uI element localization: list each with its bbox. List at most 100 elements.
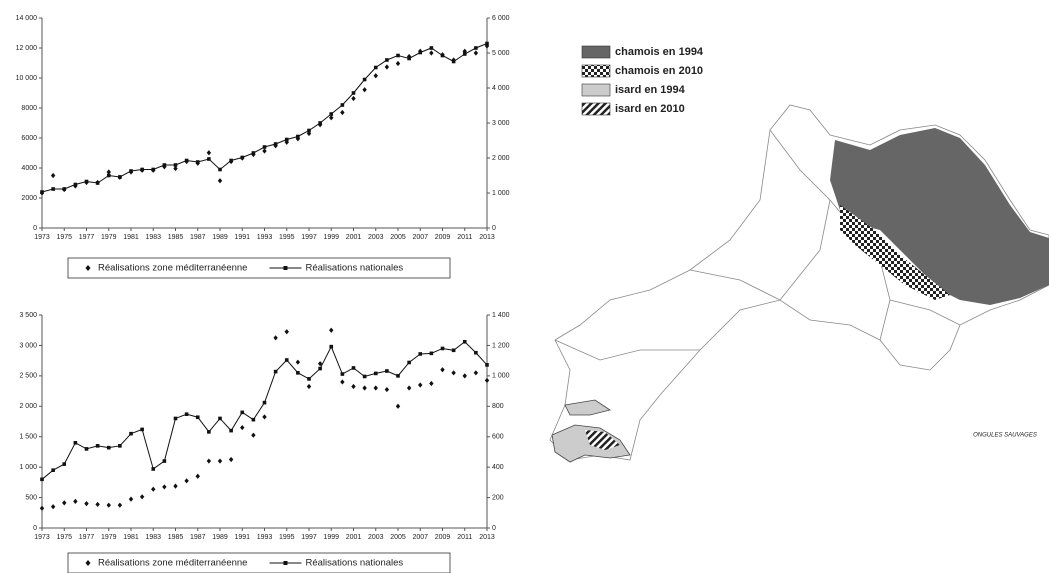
point — [351, 91, 356, 95]
point — [462, 373, 467, 379]
legend-label: chamois en 1994 — [615, 46, 704, 58]
point — [362, 385, 367, 391]
point — [173, 416, 178, 421]
x-tick-label: 1975 — [56, 534, 72, 541]
x-tick-label: 1973 — [34, 534, 50, 541]
legend-marker — [85, 560, 91, 566]
map — [549, 104, 1049, 463]
y-tick-label: 3 500 — [19, 312, 37, 319]
legend-label: isard en 1994 — [615, 84, 686, 96]
point — [474, 46, 478, 50]
point — [117, 502, 123, 508]
point — [406, 385, 412, 391]
legend-label: chamois en 2010 — [615, 65, 703, 77]
point — [396, 53, 400, 58]
point — [218, 167, 222, 172]
point — [206, 150, 212, 156]
y2-tick-label: 200 — [492, 494, 504, 501]
point — [362, 87, 367, 93]
point — [95, 181, 100, 185]
point — [51, 468, 55, 472]
legend-marker — [283, 561, 288, 565]
point — [106, 502, 111, 508]
legend-label: isard en 2010 — [615, 103, 685, 115]
point — [273, 335, 278, 341]
point — [40, 190, 44, 194]
y2-tick-label: 1 000 — [492, 373, 510, 380]
point — [306, 383, 312, 390]
point — [106, 169, 111, 175]
point — [62, 462, 67, 466]
point — [485, 41, 489, 46]
logo: ONGULES SAUVAGES — [973, 433, 1037, 439]
point — [217, 458, 223, 464]
y2-tick-label: 0 — [492, 525, 496, 532]
point — [229, 428, 233, 433]
point — [440, 346, 445, 351]
y-tick-label: 14 000 — [16, 15, 38, 22]
point — [262, 145, 267, 149]
point — [484, 377, 490, 384]
y-tick-label: 6000 — [21, 135, 37, 142]
point — [128, 496, 134, 502]
x-tick-label: 2001 — [346, 534, 362, 541]
point — [396, 374, 400, 378]
point — [151, 167, 156, 172]
x-tick-label: 1989 — [212, 234, 228, 241]
point — [418, 382, 423, 388]
point — [284, 329, 289, 335]
x-tick-label: 1995 — [279, 534, 295, 541]
point — [329, 112, 334, 116]
point — [84, 447, 89, 451]
legend-box — [67, 257, 451, 279]
point — [195, 473, 200, 479]
point — [318, 366, 322, 371]
point — [373, 371, 378, 376]
point — [228, 456, 234, 463]
y-tick-label: 1 000 — [19, 464, 37, 471]
x-tick-label: 1993 — [257, 234, 273, 241]
legend-label: Réalisations nationales — [305, 263, 403, 274]
legend-marker — [85, 265, 91, 271]
x-tick-label: 2007 — [412, 534, 428, 541]
point — [485, 363, 489, 367]
point — [440, 53, 445, 58]
y-tick-label: 500 — [25, 494, 37, 501]
x-tick-label: 2009 — [435, 234, 451, 241]
point — [84, 179, 89, 184]
point — [95, 444, 100, 448]
x-tick-label: 1997 — [301, 234, 317, 241]
legend-label: Réalisations zone méditerranéenne — [98, 263, 247, 274]
point — [462, 339, 467, 344]
chamois-1994-area — [830, 128, 1049, 305]
point — [73, 182, 78, 187]
point — [474, 350, 478, 355]
x-tick-label: 1997 — [301, 534, 317, 541]
point — [384, 386, 390, 393]
point — [39, 505, 45, 511]
point — [429, 351, 434, 356]
point — [340, 372, 345, 376]
point — [207, 430, 211, 434]
point — [106, 445, 111, 450]
point — [251, 432, 256, 438]
point — [395, 403, 401, 409]
x-tick-label: 1999 — [323, 534, 339, 541]
x-tick-label: 1975 — [56, 234, 72, 241]
point — [340, 103, 345, 107]
point — [62, 187, 67, 191]
legend-label: Réalisations nationales — [305, 558, 403, 569]
point — [51, 187, 55, 191]
point — [318, 121, 322, 125]
point — [273, 142, 278, 146]
point — [162, 484, 167, 490]
border — [554, 129, 961, 361]
x-tick-label: 2013 — [479, 534, 495, 541]
point — [162, 163, 167, 167]
y-tick-label: 1 500 — [19, 434, 37, 441]
point — [384, 64, 390, 70]
point — [151, 486, 156, 492]
x-tick-label: 1985 — [168, 234, 184, 241]
y2-tick-label: 600 — [492, 434, 504, 441]
x-tick-label: 2005 — [390, 534, 406, 541]
